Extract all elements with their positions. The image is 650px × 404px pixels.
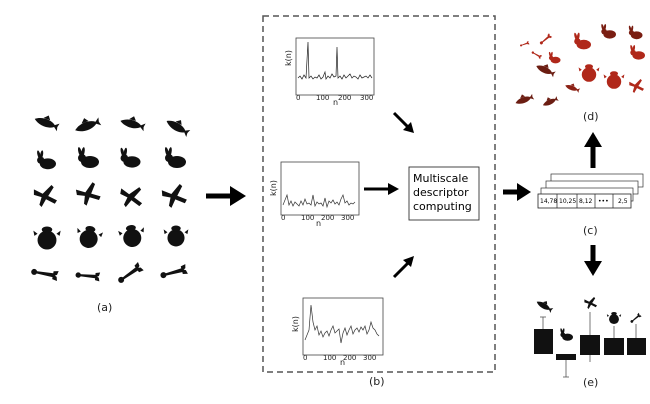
wrench-icon: [115, 262, 144, 286]
curvature-plot-1: 0 100 200 300: [295, 37, 375, 102]
arrow-a-to-b: [206, 186, 246, 206]
svg-text:100: 100: [301, 214, 314, 222]
svg-text:0: 0: [281, 214, 285, 222]
curvature-plot-3: 0 100 200 300: [302, 297, 384, 362]
bug-icon: [163, 225, 189, 247]
plane-icon: [118, 184, 145, 210]
bug-icon: [33, 226, 61, 250]
box-rabbit: [556, 354, 576, 360]
box-bug: [604, 338, 624, 355]
process-box-label: Multiscale descriptor computing: [413, 172, 472, 214]
shape-database: [30, 111, 193, 286]
bug-icon: [606, 311, 622, 325]
bug-icon: [74, 223, 104, 251]
arrow-c-to-e: [584, 245, 602, 276]
fish-icon: [72, 113, 102, 135]
svg-text:300: 300: [341, 214, 354, 222]
label-b: (b): [369, 375, 385, 388]
fish-icon: [535, 296, 555, 313]
descriptor-cell-5: 2,5: [618, 198, 628, 205]
descriptor-cell-4: •••: [598, 198, 609, 205]
process-line-2: descriptor: [413, 186, 469, 199]
svg-text:300: 300: [363, 354, 376, 362]
rabbit-icon: [119, 147, 141, 168]
plane-icon: [161, 183, 188, 209]
plot3-ylabel: k(n): [291, 316, 300, 332]
arrow-c-to-d: [584, 132, 602, 168]
dashed-panel: [262, 15, 496, 373]
descriptor-cell-1: 14,78: [540, 198, 557, 205]
box-fish: [534, 329, 553, 354]
box-plane: [580, 335, 600, 355]
rabbit-icon: [36, 150, 56, 170]
arrow-plot3-to-box: [392, 256, 414, 279]
svg-text:200: 200: [338, 94, 351, 102]
wrench-icon: [30, 266, 59, 282]
curvature-plot-2: 0 100 200 300: [280, 161, 360, 222]
label-c: (c): [583, 224, 598, 237]
label-d: (d): [583, 110, 599, 123]
plot1-ylabel: k(n): [284, 50, 293, 66]
svg-text:0: 0: [296, 94, 300, 102]
wrench-icon: [75, 270, 101, 282]
bug-icon: [117, 223, 147, 249]
process-box: [408, 166, 480, 221]
wrench-icon: [629, 312, 642, 325]
arrow-box-to-c: [503, 183, 531, 201]
svg-text:200: 200: [321, 214, 334, 222]
descriptor-cell-3: 8,12: [579, 198, 593, 205]
plane-icon: [584, 297, 597, 309]
arrow-plot1-to-box: [392, 111, 414, 133]
clustered-shapes: [513, 23, 645, 108]
descriptor-vectors: 14,78 10,25 8,12 ••• 2,5: [537, 173, 644, 209]
rabbit-icon: [77, 146, 99, 168]
svg-text:100: 100: [316, 94, 329, 102]
box-wrench: [627, 338, 646, 355]
box-plot: [534, 296, 646, 378]
fish-icon: [33, 111, 61, 132]
rabbit-icon: [164, 146, 186, 168]
plane-icon: [33, 185, 57, 207]
descriptor-cell-2: 10,25: [559, 198, 576, 205]
fish-icon: [164, 114, 193, 137]
fish-icon: [119, 113, 147, 132]
plot3-xlabel: n: [340, 358, 346, 367]
rabbit-icon: [559, 328, 573, 341]
wrench-icon: [159, 264, 188, 281]
svg-text:300: 300: [360, 94, 373, 102]
svg-text:0: 0: [303, 354, 307, 362]
plane-icon: [75, 181, 102, 207]
svg-text:200: 200: [343, 354, 356, 362]
arrow-plot2-to-box: [364, 183, 399, 195]
plot2-xlabel: n: [316, 219, 322, 228]
process-line-3: computing: [413, 200, 472, 213]
svg-text:100: 100: [323, 354, 336, 362]
plot2-ylabel: k(n): [269, 180, 278, 196]
plot1-xlabel: n: [333, 98, 339, 107]
label-e: (e): [583, 376, 599, 389]
label-a: (a): [97, 301, 113, 314]
process-line-1: Multiscale: [413, 172, 469, 185]
